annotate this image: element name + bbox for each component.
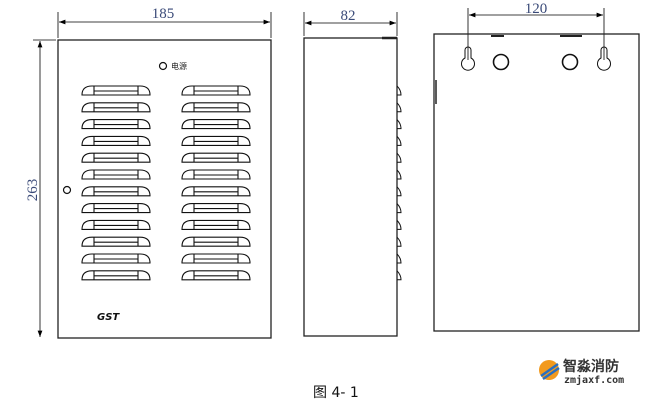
- keyhole-left-icon: [461, 46, 475, 71]
- width-dimension: 185: [152, 6, 175, 22]
- side-louver-fin: [396, 203, 402, 214]
- louver-slot: [81, 270, 151, 281]
- hole-spacing-dimension: 120: [525, 1, 548, 17]
- louver-slot: [181, 203, 251, 214]
- lock-icon: [62, 185, 72, 195]
- watermark-url: zmjaxf.com: [564, 374, 624, 386]
- louver-slot: [181, 186, 251, 197]
- depth-dimension: 82: [341, 8, 356, 24]
- louver-slot: [181, 119, 251, 130]
- side-louver-fin: [396, 136, 402, 146]
- louver-slot: [181, 102, 251, 113]
- cable-hole-right: [561, 53, 579, 71]
- louver-slot: [181, 85, 251, 96]
- side-louver-fin: [396, 152, 402, 163]
- side-louver-fin: [396, 169, 402, 180]
- side-louver-fin: [396, 102, 402, 113]
- front-view: 185 263 电源 GST: [25, 6, 272, 339]
- watermark-name: 智淼消防: [562, 358, 619, 375]
- cable-hole-left: [492, 53, 510, 71]
- side-louver-fin: [396, 119, 402, 130]
- louver-slot: [81, 119, 151, 130]
- louver-grid: [81, 85, 251, 281]
- louver-slot: [81, 203, 151, 214]
- power-indicator-icon: [158, 61, 168, 71]
- louver-slot: [81, 102, 151, 113]
- back-panel: [433, 33, 640, 332]
- louver-slot: [181, 219, 251, 230]
- side-louver-fin: [396, 85, 402, 96]
- side-view: 82: [303, 8, 402, 337]
- watermark: 智淼消防 zmjaxf.com: [539, 358, 624, 386]
- louver-slot: [81, 152, 151, 163]
- louver-slot: [81, 169, 151, 180]
- louver-slot: [81, 85, 151, 96]
- side-louver-profile: [396, 85, 402, 281]
- side-body: [303, 37, 398, 337]
- louver-slot: [81, 219, 151, 230]
- brand-logo: GST: [97, 312, 120, 323]
- louver-slot: [181, 253, 251, 264]
- louver-slot: [81, 135, 151, 146]
- louver-slot: [81, 253, 151, 264]
- side-louver-fin: [396, 253, 402, 264]
- back-view: 120: [433, 1, 640, 332]
- louver-slot: [181, 169, 251, 180]
- louver-slot: [181, 152, 251, 163]
- side-louver-fin: [396, 236, 402, 247]
- louver-slot: [81, 236, 151, 247]
- power-indicator-label: 电源: [171, 61, 187, 71]
- front-panel: [57, 39, 272, 339]
- side-louver-fin: [396, 270, 402, 281]
- louver-slot: [181, 236, 251, 247]
- louver-slot: [81, 186, 151, 197]
- figure-caption: 图 4- 1: [313, 385, 359, 401]
- height-dimension: 263: [25, 179, 41, 202]
- louver-slot: [181, 270, 251, 281]
- side-louver-fin: [396, 186, 402, 197]
- keyhole-right-icon: [597, 46, 611, 71]
- louver-slot: [181, 135, 251, 146]
- side-louver-fin: [396, 220, 402, 230]
